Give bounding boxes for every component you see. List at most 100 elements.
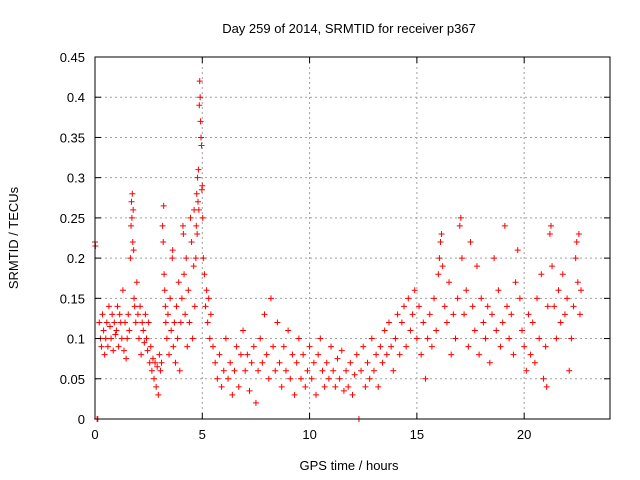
- data-point: [366, 375, 373, 382]
- data-point: [109, 311, 116, 318]
- data-point: [486, 359, 493, 366]
- data-point: [383, 351, 390, 358]
- data-point: [191, 303, 198, 310]
- data-point: [529, 319, 536, 326]
- data-point: [478, 295, 485, 302]
- data-point: [178, 295, 185, 302]
- data-point: [169, 255, 176, 262]
- data-point: [351, 371, 358, 378]
- data-point: [105, 303, 112, 310]
- data-point: [199, 182, 206, 189]
- data-point: [115, 343, 122, 350]
- data-point: [194, 230, 201, 237]
- data-point: [467, 239, 474, 246]
- data-point: [435, 271, 442, 278]
- data-point: [185, 287, 192, 294]
- data-point: [129, 190, 136, 197]
- data-point: [482, 335, 489, 342]
- data-point: [377, 343, 384, 350]
- data-point: [188, 239, 195, 246]
- data-point: [461, 311, 468, 318]
- data-point: [240, 327, 247, 334]
- data-point: [566, 367, 573, 374]
- y-tick-labels: 0 0.05 0.1 0.15 0.2 0.25 0.3 0.35 0.4 0.45: [60, 50, 85, 427]
- data-point: [457, 214, 464, 221]
- data-point: [116, 311, 123, 318]
- data-point: [166, 351, 173, 358]
- data-point: [385, 319, 392, 326]
- x-tick-label: 5: [199, 427, 206, 442]
- data-point: [181, 271, 188, 278]
- data-point: [413, 335, 420, 342]
- data-point: [171, 319, 178, 326]
- data-point: [196, 78, 203, 85]
- data-point: [285, 327, 292, 334]
- data-point: [510, 351, 517, 358]
- data-point: [255, 367, 262, 374]
- data-point: [195, 206, 202, 213]
- data-point: [570, 303, 577, 310]
- data-point: [194, 174, 201, 181]
- data-point: [139, 319, 146, 326]
- data-point: [323, 359, 330, 366]
- data-point: [248, 359, 255, 366]
- data-point: [145, 319, 152, 326]
- data-point: [197, 118, 204, 125]
- data-point: [469, 303, 476, 310]
- data-point: [336, 375, 343, 382]
- data-point: [388, 343, 395, 350]
- data-point: [540, 375, 547, 382]
- data-point: [568, 335, 575, 342]
- data-point: [151, 375, 158, 382]
- data-point: [112, 331, 119, 338]
- data-point: [300, 351, 307, 358]
- data-point: [212, 359, 219, 366]
- y-tick-label: 0.15: [60, 291, 85, 306]
- data-point: [128, 214, 135, 221]
- data-point: [364, 359, 371, 366]
- data-point: [302, 383, 309, 390]
- data-point: [332, 383, 339, 390]
- data-point: [137, 303, 144, 310]
- data-point: [183, 255, 190, 262]
- data-point: [154, 363, 161, 370]
- data-point: [282, 367, 289, 374]
- data-point: [543, 383, 550, 390]
- data-point: [218, 383, 225, 390]
- data-point: [157, 367, 164, 374]
- data-point: [222, 335, 229, 342]
- data-point: [100, 327, 107, 334]
- data-point: [564, 295, 571, 302]
- data-point: [206, 335, 213, 342]
- data-point: [164, 311, 171, 318]
- data-point: [131, 295, 138, 302]
- y-tick-label: 0.3: [67, 171, 85, 186]
- data-point: [119, 287, 126, 294]
- data-point: [304, 367, 311, 374]
- data-point: [122, 319, 129, 326]
- data-point: [146, 359, 153, 366]
- data-point: [573, 239, 580, 246]
- data-point: [576, 311, 583, 318]
- data-point: [128, 222, 135, 229]
- data-point: [438, 230, 445, 237]
- y-tick-label: 0.2: [67, 251, 85, 266]
- data-point: [345, 383, 352, 390]
- data-point: [521, 343, 528, 350]
- data-point: [519, 327, 526, 334]
- data-point: [330, 367, 337, 374]
- data-point: [448, 351, 455, 358]
- data-point: [102, 335, 109, 342]
- data-point: [534, 295, 541, 302]
- data-point: [133, 279, 140, 286]
- data-point: [542, 343, 549, 350]
- x-tick-label: 0: [91, 427, 98, 442]
- data-point: [182, 311, 189, 318]
- data-point: [575, 230, 582, 237]
- data-point: [163, 335, 170, 342]
- data-point: [392, 335, 399, 342]
- data-point: [381, 327, 388, 334]
- data-point: [274, 319, 281, 326]
- data-point: [153, 383, 160, 390]
- data-point: [252, 399, 259, 406]
